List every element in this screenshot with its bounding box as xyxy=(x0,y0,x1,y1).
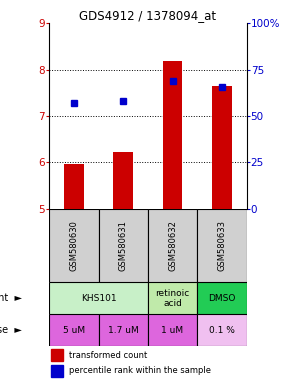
Bar xyxy=(197,282,246,314)
Text: GSM580632: GSM580632 xyxy=(168,220,177,271)
Text: DMSO: DMSO xyxy=(208,294,235,303)
Bar xyxy=(197,314,246,346)
Bar xyxy=(197,209,246,282)
Bar xyxy=(113,152,133,209)
Text: GSM580630: GSM580630 xyxy=(69,220,79,271)
Text: 5 uM: 5 uM xyxy=(63,326,85,334)
Bar xyxy=(99,314,148,346)
Title: GDS4912 / 1378094_at: GDS4912 / 1378094_at xyxy=(79,9,216,22)
Text: GSM580633: GSM580633 xyxy=(217,220,226,271)
Bar xyxy=(99,209,148,282)
Bar xyxy=(49,282,148,314)
Bar xyxy=(212,86,232,209)
Text: retinoic
acid: retinoic acid xyxy=(155,289,190,308)
Text: agent  ►: agent ► xyxy=(0,293,22,303)
Text: percentile rank within the sample: percentile rank within the sample xyxy=(69,366,211,376)
Text: 0.1 %: 0.1 % xyxy=(209,326,235,334)
Bar xyxy=(148,209,197,282)
Bar xyxy=(51,349,63,361)
Text: 1 uM: 1 uM xyxy=(162,326,184,334)
Bar xyxy=(64,164,84,209)
Text: KHS101: KHS101 xyxy=(81,294,116,303)
Bar xyxy=(51,365,63,377)
Bar xyxy=(49,314,99,346)
Bar xyxy=(49,209,99,282)
Text: 1.7 uM: 1.7 uM xyxy=(108,326,139,334)
Text: GSM580631: GSM580631 xyxy=(119,220,128,271)
Text: dose  ►: dose ► xyxy=(0,325,22,335)
Bar xyxy=(148,314,197,346)
Text: transformed count: transformed count xyxy=(69,351,147,360)
Bar xyxy=(148,282,197,314)
Bar xyxy=(163,61,182,209)
